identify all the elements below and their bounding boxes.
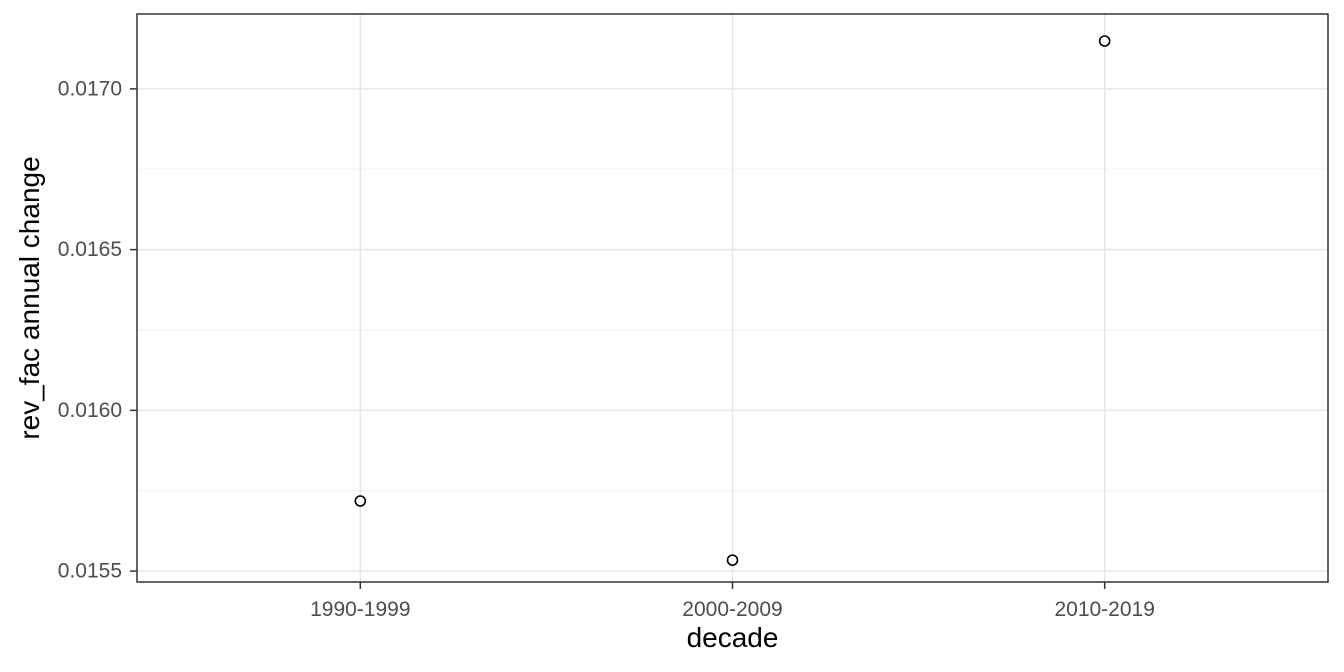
x-axis-title: decade (686, 622, 779, 653)
y-tick-label: 0.0160 (58, 399, 122, 422)
data-point (1098, 35, 1111, 47)
x-tick-label: 2010-2019 (1054, 598, 1154, 621)
data-point (726, 554, 739, 566)
data-point (354, 495, 367, 507)
y-tick-label: 0.0165 (58, 238, 122, 261)
x-tick-label: 2000-2009 (682, 598, 782, 621)
y-tick-label: 0.0170 (58, 77, 122, 100)
y-tick-label: 0.0155 (58, 560, 122, 583)
y-axis-title: rev_fac annual change (14, 156, 45, 440)
x-tick-label: 1990-1999 (310, 598, 410, 621)
